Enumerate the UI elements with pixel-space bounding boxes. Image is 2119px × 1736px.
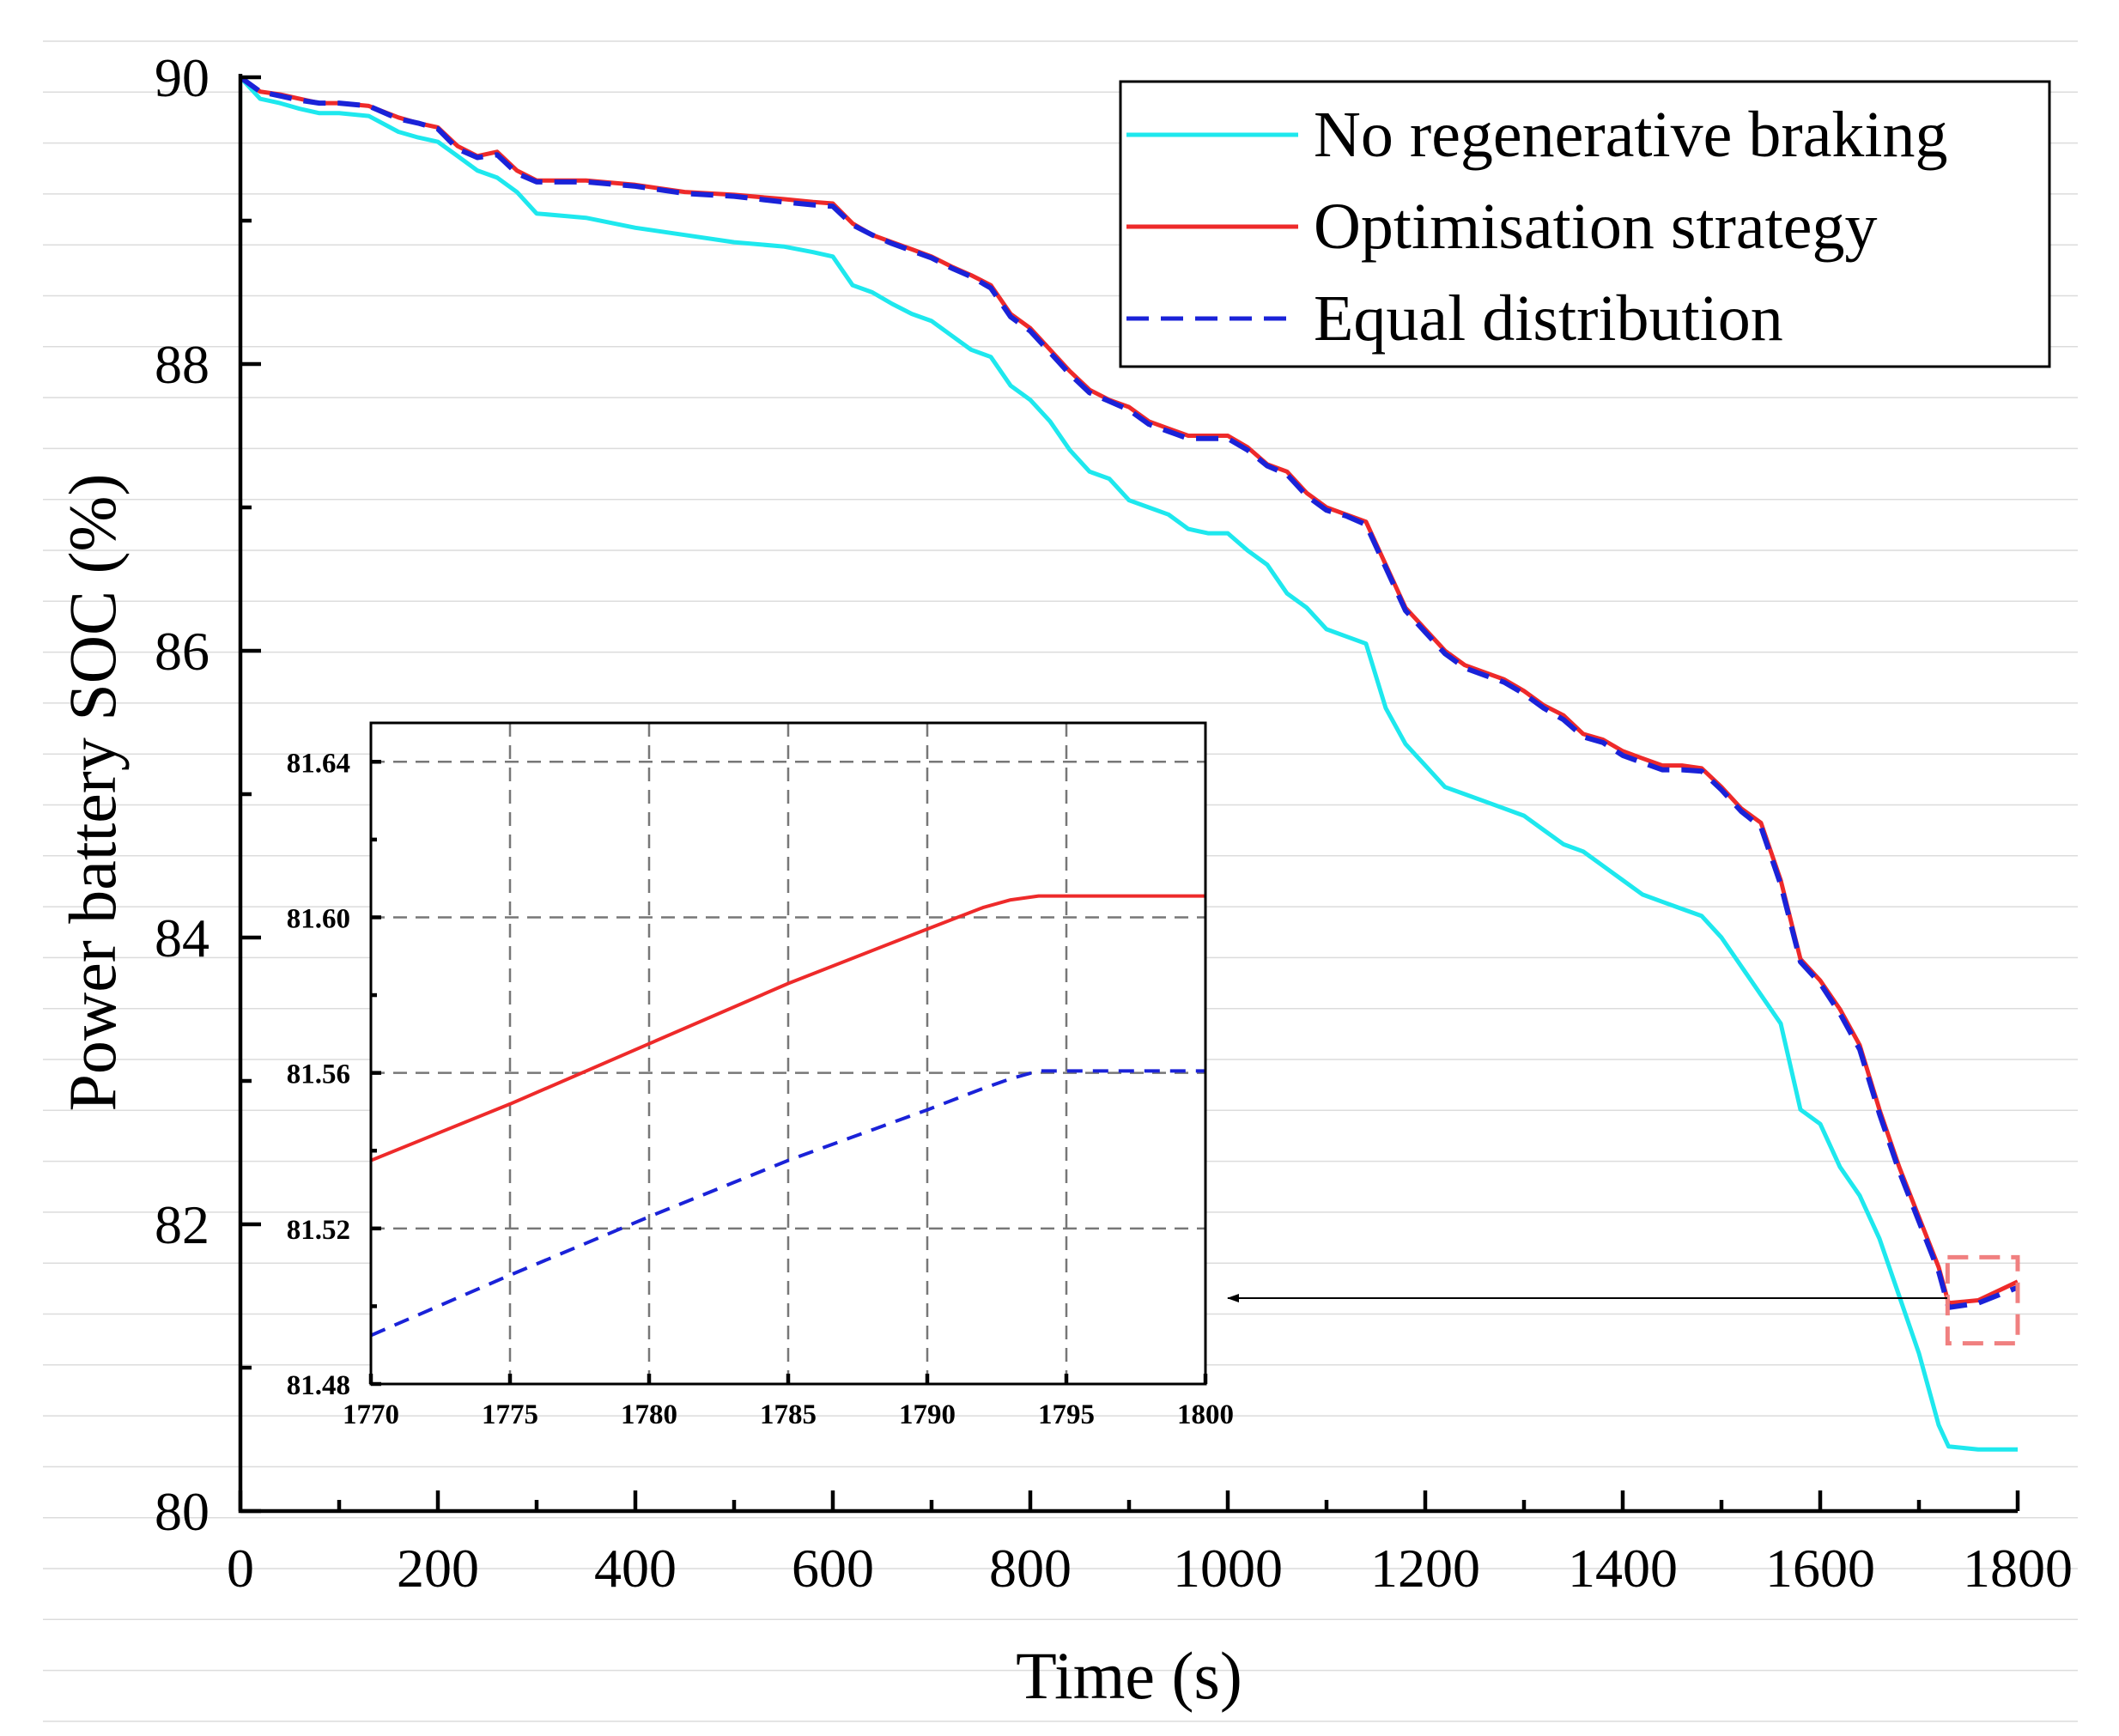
inset-x-tick-label: 1785 bbox=[760, 1399, 817, 1430]
series-line-equal-distribution bbox=[240, 75, 2018, 1310]
y-axis-title: Power battery SOC (%) bbox=[55, 473, 130, 1111]
legend-label-equal-distribution: Equal distribution bbox=[1314, 282, 1783, 355]
inset-y-tick-label: 81.60 bbox=[287, 903, 350, 934]
y-tick-label: 86 bbox=[155, 621, 209, 682]
x-axis-title: Time (s) bbox=[1016, 1638, 1242, 1713]
x-tick-label: 1400 bbox=[1568, 1538, 1678, 1599]
y-tick-label: 82 bbox=[155, 1194, 209, 1255]
inset-y-tick-label: 81.56 bbox=[287, 1059, 350, 1090]
x-tick-label: 1600 bbox=[1765, 1538, 1875, 1599]
inset-x-ticks: 1770 1775 1780 1785 1790 1795 1800 bbox=[343, 1374, 1234, 1430]
legend-label-no-regenerative-braking: No regenerative braking bbox=[1314, 99, 1948, 171]
main-series-group bbox=[240, 75, 2018, 1452]
x-tick-label: 600 bbox=[792, 1538, 874, 1599]
x-tick-label: 800 bbox=[989, 1538, 1072, 1599]
main-x-ticks: 0 200 400 600 800 1000 1200 1400 1600 1800 bbox=[227, 1490, 2073, 1599]
inset-x-tick-label: 1790 bbox=[899, 1399, 956, 1430]
inset-series-line-optimisation-strategy bbox=[371, 894, 1205, 1162]
inset-x-tick-label: 1800 bbox=[1177, 1399, 1234, 1430]
y-tick-label: 84 bbox=[155, 907, 209, 968]
inset-grid bbox=[371, 723, 1205, 1384]
inset-chart: 1770 1775 1780 1785 1790 1795 1800 81.4881.528… bbox=[287, 721, 1234, 1430]
inset-y-tick-label: 81.52 bbox=[287, 1215, 350, 1246]
x-tick-label: 1000 bbox=[1173, 1538, 1283, 1599]
y-tick-label: 88 bbox=[155, 334, 209, 395]
inset-y-tick-label: 81.64 bbox=[287, 748, 350, 779]
inset-x-tick-label: 1780 bbox=[621, 1399, 677, 1430]
legend-label-optimisation-strategy: Optimisation strategy bbox=[1314, 191, 1877, 263]
x-tick-label: 1800 bbox=[1963, 1538, 2073, 1599]
zoom-box bbox=[1945, 1254, 2020, 1346]
main-y-ticks: 80 82 84 86 88 90 bbox=[155, 47, 261, 1542]
x-tick-label: 200 bbox=[397, 1538, 479, 1599]
legend: No regenerative braking Optimisation stra… bbox=[1119, 80, 2051, 368]
y-tick-label: 80 bbox=[155, 1481, 209, 1542]
inset-x-tick-label: 1770 bbox=[343, 1399, 399, 1430]
inset-series-line-equal-distribution bbox=[371, 1069, 1205, 1338]
inset-y-tick-label: 81.48 bbox=[287, 1370, 350, 1401]
inset-y-ticks: 81.48 81.52 81.56 81.60 81.64 bbox=[287, 748, 381, 1401]
inset-frame bbox=[369, 721, 1207, 1386]
y-tick-label: 90 bbox=[155, 47, 209, 108]
x-tick-label: 400 bbox=[594, 1538, 677, 1599]
series-line-no-regenerative-braking bbox=[240, 76, 2018, 1452]
inset-series-group bbox=[371, 894, 1205, 1338]
x-tick-label: 0 bbox=[227, 1538, 254, 1599]
inset-x-tick-label: 1795 bbox=[1038, 1399, 1095, 1430]
inset-x-tick-label: 1775 bbox=[482, 1399, 538, 1430]
main-plot: 0 200 400 600 800 1000 1200 1400 1600 1800 80 82 84… bbox=[55, 47, 2073, 1713]
x-tick-label: 1200 bbox=[1370, 1538, 1480, 1599]
